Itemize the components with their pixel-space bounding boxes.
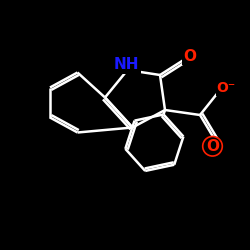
Text: NH: NH: [114, 57, 139, 72]
Text: O: O: [206, 139, 219, 154]
Text: O: O: [184, 49, 196, 64]
Text: O⁻: O⁻: [217, 80, 236, 94]
